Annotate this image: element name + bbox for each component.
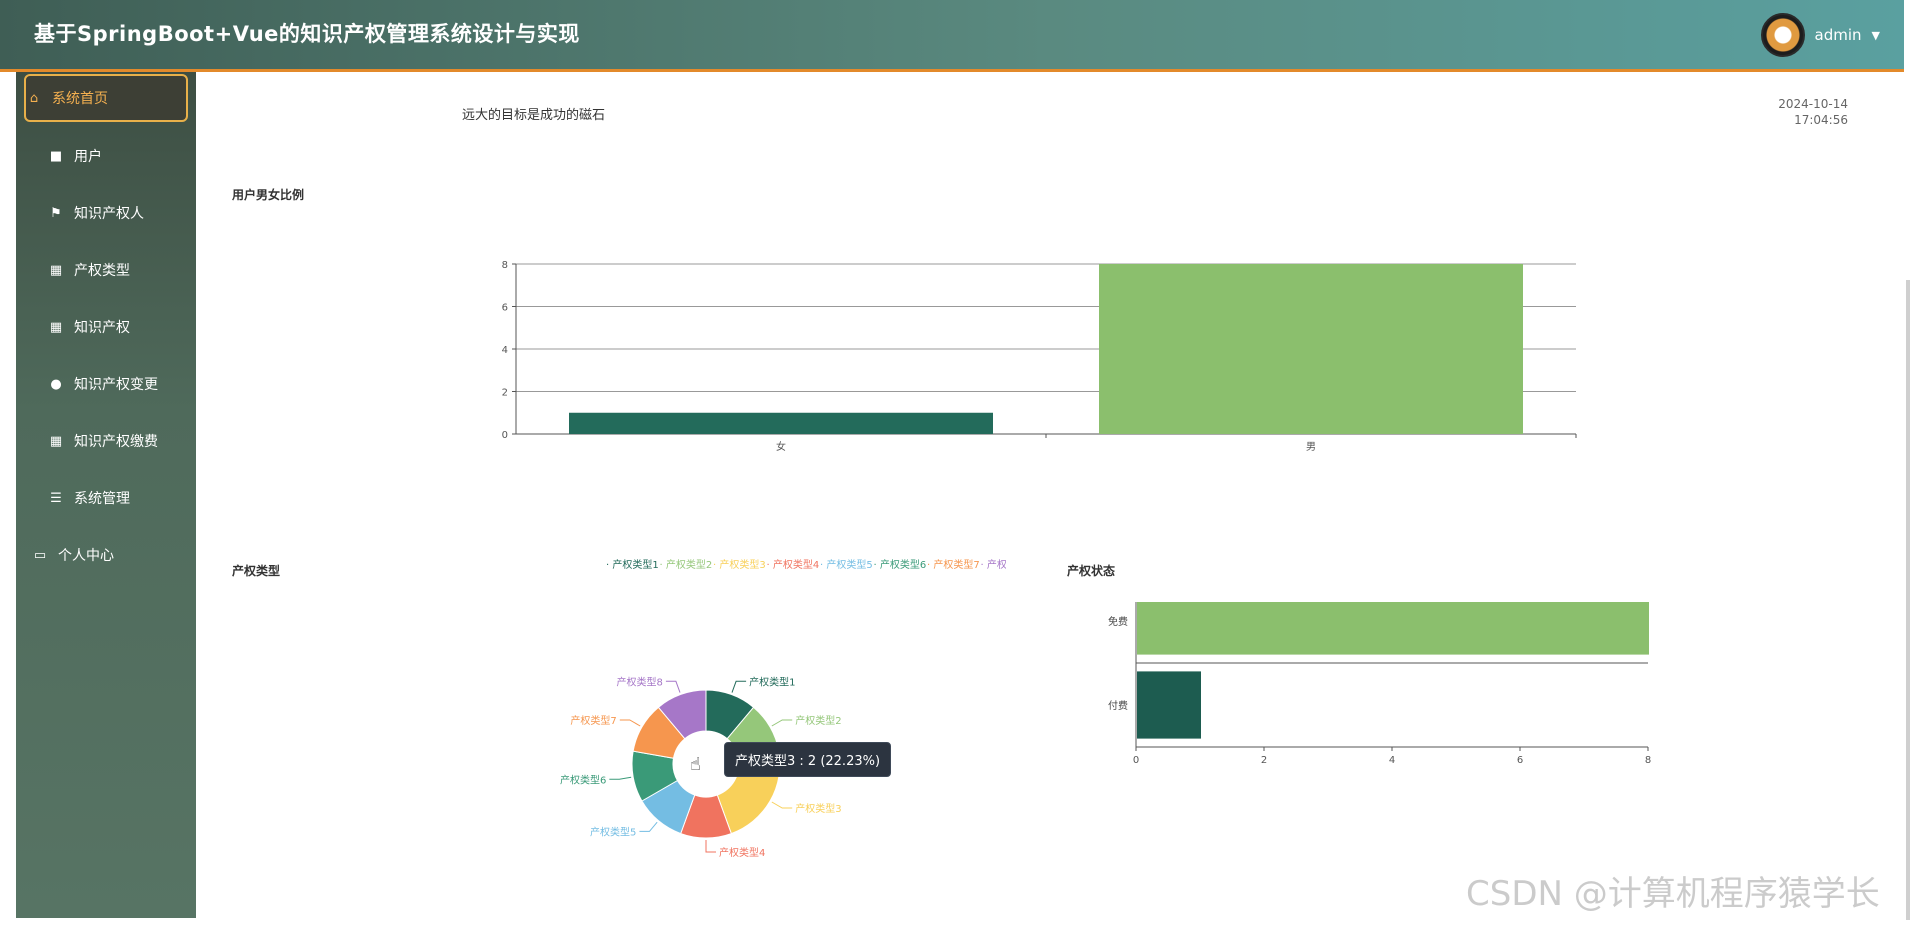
- y-tick-label: 免费: [1108, 615, 1128, 628]
- x-tick-label: 0: [1133, 755, 1139, 766]
- slice-label: 产权类型2: [795, 714, 841, 727]
- watermark-text: CSDN @计算机程序猿学长: [1466, 874, 1880, 914]
- pointer-cursor-icon: ☝: [690, 754, 701, 775]
- list-icon: ☰: [50, 490, 62, 506]
- sidebar-item-ip-payments[interactable]: ▦ 知识产权缴费: [24, 417, 188, 465]
- legend-item: · 产权类型1: [606, 558, 659, 571]
- label-line: [705, 840, 716, 853]
- sidebar-item-label: 系统首页: [52, 91, 108, 107]
- location-pin-icon: ●: [50, 376, 62, 392]
- time-text: 17:04:56: [1794, 113, 1848, 127]
- gender-chart-title: 用户男女比例: [232, 188, 305, 202]
- slice-label: 产权类型4: [719, 846, 765, 859]
- sidebar-item-profile[interactable]: ▭ 个人中心: [24, 531, 188, 579]
- bar-男: [1099, 264, 1523, 434]
- avatar[interactable]: [1760, 13, 1805, 57]
- slice-label: 产权类型8: [617, 675, 663, 688]
- label-line: [771, 801, 793, 809]
- slice-label: 产权类型1: [749, 675, 795, 688]
- home-icon: ⌂: [29, 90, 39, 106]
- legend-item: · 产权类型8: [981, 558, 1007, 571]
- sidebar-item-ip-types[interactable]: ▦ 产权类型: [24, 246, 188, 294]
- main-content: 远大的目标是成功的磁石 2024-10-14 17:04:56 用户男女比例 0…: [196, 72, 1900, 918]
- label-line: [665, 680, 681, 693]
- grid-icon: ▦: [49, 433, 63, 449]
- y-tick-label: 4: [502, 345, 508, 356]
- y-tick-label: 8: [502, 260, 508, 271]
- x-tick-label: 4: [1389, 755, 1395, 766]
- pie-slice: [657, 689, 707, 740]
- datetime: 2024-10-14 17:04:56: [1778, 96, 1848, 128]
- grid-icon: ▦: [49, 319, 63, 335]
- y-tick-label: 6: [502, 303, 508, 314]
- label-line: [609, 776, 632, 780]
- sidebar-item-home[interactable]: ⌂ 系统首页: [24, 74, 188, 122]
- ip-status-chart-title: 产权状态: [1067, 564, 1116, 578]
- sidebar-item-label: 知识产权变更: [74, 377, 158, 393]
- slice-label: 产权类型5: [590, 825, 636, 838]
- x-tick-label: 6: [1517, 755, 1523, 766]
- slice-label: 产权类型3: [795, 802, 841, 815]
- x-tick-label: 女: [776, 440, 786, 453]
- date-text: 2024-10-14: [1778, 97, 1848, 111]
- legend-item: · 产权类型6: [874, 558, 927, 571]
- bar-付费: [1137, 671, 1201, 739]
- ip-type-chart-title: 产权类型: [232, 564, 281, 578]
- x-tick-label: 男: [1306, 441, 1316, 453]
- sidebar-item-users[interactable]: ■ 用户: [24, 132, 188, 180]
- scrollbar-thumb[interactable]: [1906, 280, 1910, 920]
- sidebar-item-label: 知识产权人: [74, 206, 144, 222]
- label-line: [771, 719, 793, 727]
- app-title: 基于SpringBoot+Vue的知识产权管理系统设计与实现: [34, 22, 580, 46]
- sidebar-item-owners[interactable]: ⚑ 知识产权人: [24, 189, 188, 237]
- page-scrollbar[interactable]: [1904, 0, 1910, 920]
- flag-icon: ⚑: [50, 205, 62, 221]
- slice-label: 产权类型7: [570, 714, 616, 727]
- gender-bar-chart: 0 2 4 6 8 女 男: [502, 260, 1577, 453]
- chat-icon: ■: [49, 148, 63, 164]
- legend-item: · 产权类型7: [927, 558, 980, 571]
- sidebar-item-ip-changes[interactable]: ● 知识产权变更: [24, 360, 188, 408]
- legend-item: · 产权类型4: [767, 558, 820, 571]
- legend-item: · 产权类型3: [713, 558, 766, 571]
- sidebar-item-label: 个人中心: [58, 548, 114, 564]
- slice-label: 产权类型6: [560, 773, 606, 786]
- y-tick-label: 付费: [1108, 699, 1128, 712]
- sidebar-item-label: 知识产权: [74, 320, 130, 336]
- bar-女: [569, 412, 993, 434]
- sidebar-item-label: 知识产权缴费: [74, 434, 158, 450]
- bar-免费: [1137, 602, 1649, 655]
- grid-icon: ▦: [49, 262, 63, 278]
- chart-tooltip: 产权类型3 : 2 (22.23%): [724, 742, 892, 777]
- y-tick-label: 2: [502, 388, 508, 399]
- label-line: [639, 821, 658, 832]
- legend-item: · 产权类型5: [820, 558, 873, 571]
- caret-down-icon[interactable]: ▼: [1871, 28, 1880, 42]
- label-line: [731, 680, 747, 693]
- sidebar-item-label: 系统管理: [74, 491, 130, 507]
- sidebar: ⌂ 系统首页 ■ 用户 ⚑ 知识产权人 ▦ 产权类型 ▦ 知识产权 ● 知识产权…: [16, 72, 196, 918]
- sidebar-item-system[interactable]: ☰ 系统管理: [24, 474, 188, 522]
- x-tick-label: 8: [1645, 755, 1651, 766]
- sidebar-item-ip[interactable]: ▦ 知识产权: [24, 303, 188, 351]
- id-card-icon: ▭: [33, 547, 47, 563]
- sidebar-item-label: 用户: [74, 149, 102, 165]
- x-tick-label: 2: [1261, 755, 1267, 766]
- label-line: [619, 719, 641, 727]
- username[interactable]: admin: [1814, 26, 1862, 44]
- sidebar-item-label: 产权类型: [74, 263, 130, 279]
- top-header: 基于SpringBoot+Vue的知识产权管理系统设计与实现 admin ▼: [0, 0, 1910, 72]
- user-menu[interactable]: admin ▼: [1760, 12, 1880, 58]
- legend-item: · 产权类型2: [660, 558, 713, 571]
- y-tick-label: 0: [502, 430, 508, 441]
- motto-text: 远大的目标是成功的磁石: [462, 108, 606, 123]
- ip-type-pie-chart: · 产权类型1 · 产权类型2 · 产权类型3 · 产权类型4 · 产权类型5 · 产权类…: [560, 558, 1007, 859]
